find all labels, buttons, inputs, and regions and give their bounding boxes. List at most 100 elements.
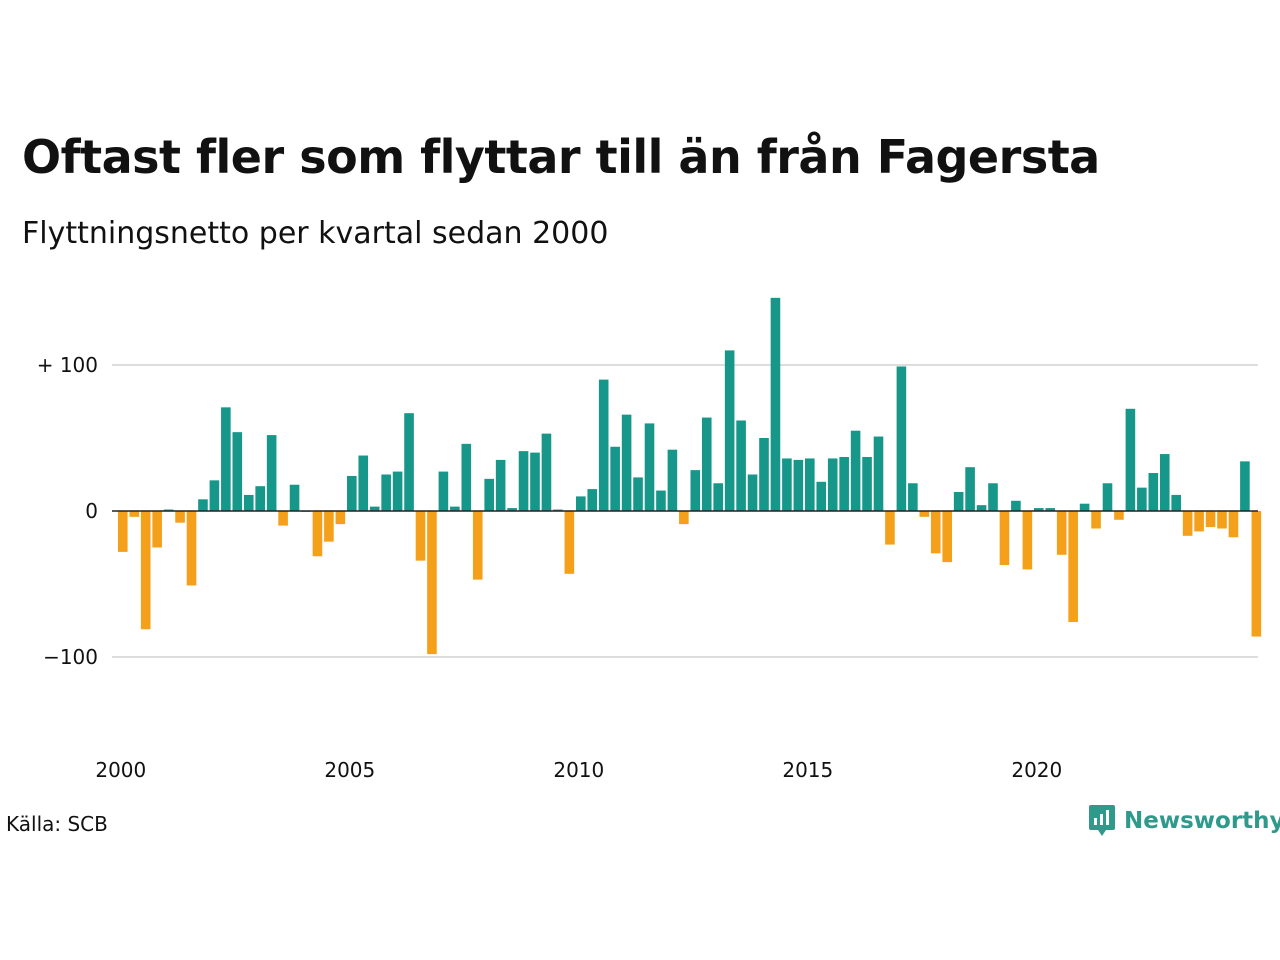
bar — [587, 489, 598, 511]
bar — [1217, 511, 1227, 529]
bar — [782, 458, 792, 511]
bar — [484, 478, 494, 511]
bar — [198, 499, 208, 511]
bar — [850, 430, 861, 511]
bar — [152, 511, 162, 548]
bar — [576, 496, 586, 511]
bar — [1148, 473, 1159, 511]
bar — [289, 484, 300, 511]
bar — [724, 350, 735, 511]
bar — [232, 432, 243, 511]
bar — [690, 470, 701, 511]
bar — [1125, 408, 1136, 511]
bar — [415, 511, 426, 561]
axes: + 100 0 −100 2000 2005 2010 2015 2020 — [37, 353, 1258, 782]
bar — [1034, 508, 1044, 511]
bar — [942, 511, 952, 563]
bar — [1102, 483, 1113, 511]
bar — [461, 443, 472, 511]
x-tick-label: 2010 — [553, 758, 604, 782]
bar — [129, 511, 140, 517]
bar — [1079, 503, 1090, 511]
bar — [1114, 511, 1124, 520]
chart-subtitle: Flyttningsnetto per kvartal sedan 2000 — [22, 216, 609, 251]
bar — [908, 483, 918, 511]
bar — [1045, 508, 1056, 511]
bar — [221, 407, 231, 511]
bar — [541, 433, 552, 511]
bar — [1011, 500, 1021, 511]
bar — [633, 477, 643, 511]
bar — [255, 486, 265, 511]
x-tick-label: 2015 — [782, 758, 833, 782]
bar — [953, 492, 964, 511]
bar — [713, 483, 723, 511]
bar — [175, 511, 185, 523]
bar — [495, 459, 506, 511]
bar — [679, 511, 689, 525]
bar — [610, 446, 620, 511]
bar — [793, 459, 804, 511]
bar — [1137, 487, 1147, 511]
bar — [770, 297, 781, 511]
bar — [930, 511, 941, 554]
bar — [816, 481, 827, 511]
newsworthy-chart-bubble-icon — [1089, 805, 1115, 836]
bar — [999, 511, 1010, 566]
bar — [1171, 494, 1181, 511]
bar — [324, 511, 334, 542]
bar — [701, 417, 712, 511]
bar — [278, 511, 288, 526]
bar — [747, 474, 758, 511]
bar — [896, 366, 907, 511]
bar — [450, 506, 460, 511]
bar — [564, 511, 575, 574]
bar — [1022, 511, 1033, 570]
x-tick-label: 2000 — [95, 758, 146, 782]
x-tick-label: 2020 — [1011, 758, 1062, 782]
bar — [1251, 511, 1262, 637]
bar — [209, 480, 220, 511]
bar — [988, 483, 998, 511]
bar — [335, 511, 346, 525]
bar — [1159, 454, 1170, 511]
bar — [312, 511, 323, 557]
bar — [839, 456, 849, 511]
bar — [266, 435, 277, 511]
bar — [644, 423, 655, 511]
bar — [243, 494, 254, 511]
bar — [656, 490, 666, 511]
bar — [530, 452, 540, 511]
bar — [1091, 511, 1101, 529]
bar — [667, 449, 678, 511]
bar — [621, 414, 632, 511]
bar — [404, 413, 414, 511]
bar — [438, 471, 449, 511]
bar — [347, 475, 357, 511]
bar — [358, 455, 369, 511]
y-tick-label: + 100 — [37, 353, 98, 377]
bar — [427, 511, 437, 655]
bars — [118, 297, 1262, 655]
bar — [827, 458, 838, 511]
bar — [518, 451, 529, 511]
x-tick-label: 2005 — [324, 758, 375, 782]
y-tick-label: −100 — [43, 645, 98, 669]
bar — [381, 474, 391, 511]
bar — [1228, 511, 1239, 538]
bar — [1205, 511, 1216, 528]
bar — [1182, 511, 1193, 536]
bar — [873, 436, 884, 511]
brand-name: Newsworthy — [1124, 808, 1280, 834]
chart-title: Oftast fler som flyttar till än från Fag… — [22, 130, 1100, 184]
bar — [1068, 511, 1078, 622]
bar — [862, 456, 872, 511]
bar — [1194, 511, 1204, 532]
bar — [965, 467, 975, 511]
bar — [759, 438, 769, 511]
bar — [885, 511, 895, 545]
bar — [598, 379, 609, 511]
bar — [1056, 511, 1067, 555]
bar — [392, 471, 403, 511]
